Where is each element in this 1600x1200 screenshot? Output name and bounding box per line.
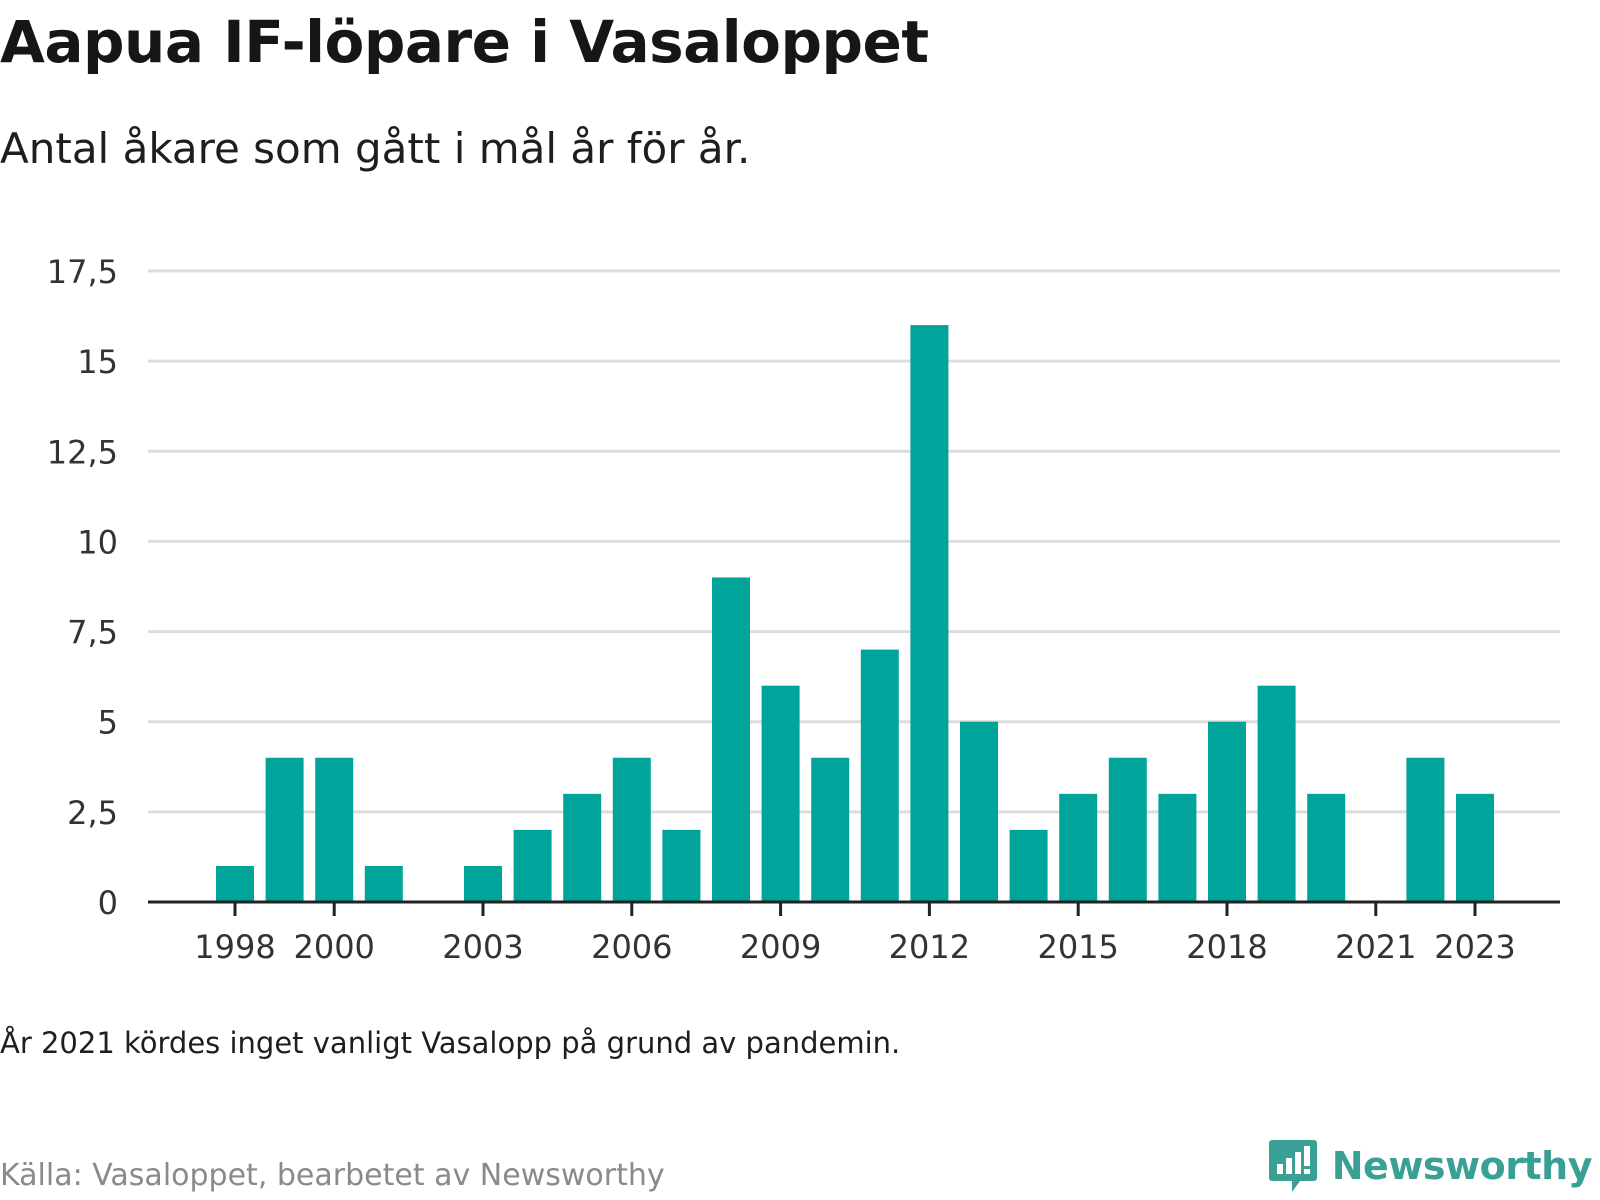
y-tick-label: 2,5 bbox=[67, 794, 118, 832]
bar-2005 bbox=[563, 793, 602, 902]
y-tick-label: 5 bbox=[98, 704, 118, 742]
bar-2016 bbox=[1108, 757, 1147, 902]
bar-2006 bbox=[612, 757, 651, 902]
x-axis-labels: 1998 2000 2003 2006 2009 2012 2015 2018 2021 2023 bbox=[194, 928, 1515, 966]
bar-2012 bbox=[910, 325, 949, 903]
bar-2000 bbox=[315, 757, 354, 902]
y-tick-label: 0 bbox=[98, 884, 118, 922]
bar-2011 bbox=[860, 649, 899, 902]
x-tick-label: 2006 bbox=[591, 928, 672, 966]
x-tick-label: 2015 bbox=[1037, 928, 1118, 966]
bar-2001 bbox=[364, 865, 403, 902]
bars bbox=[216, 325, 1494, 903]
bar-2003 bbox=[464, 865, 502, 902]
y-tick-label: 7,5 bbox=[67, 614, 118, 652]
x-tick-label: 2021 bbox=[1335, 928, 1416, 966]
source-credit: Källa: Vasaloppet, bearbetet av Newswort… bbox=[0, 1158, 665, 1193]
bar-2007 bbox=[662, 829, 701, 902]
y-axis-labels: 0 2,5 5 7,5 10 12,5 15 17,5 bbox=[47, 253, 118, 922]
x-tick-label: 1998 bbox=[194, 928, 275, 966]
bar-2015 bbox=[1059, 793, 1098, 902]
bar-1998 bbox=[216, 865, 254, 902]
x-tick-label: 2023 bbox=[1434, 928, 1515, 966]
chart-subtitle: Antal åkare som gått i mål år för år. bbox=[0, 124, 751, 173]
x-tick-label: 2009 bbox=[740, 928, 821, 966]
bar-2017 bbox=[1158, 793, 1197, 902]
x-axis bbox=[148, 900, 1560, 916]
y-tick-label: 12,5 bbox=[47, 433, 118, 471]
y-tick-label: 15 bbox=[77, 343, 118, 381]
y-tick-label: 17,5 bbox=[47, 253, 118, 291]
bar-2022 bbox=[1406, 757, 1445, 902]
bar-chart-speech-bubble-icon bbox=[1268, 1140, 1317, 1192]
x-tick-label: 2003 bbox=[442, 928, 523, 966]
grid-lines bbox=[148, 269, 1560, 814]
chart-title: Aapua IF-löpare i Vasaloppet bbox=[0, 8, 929, 76]
bar-2014 bbox=[1009, 829, 1048, 902]
bar-2023 bbox=[1456, 793, 1494, 902]
footnote: År 2021 kördes inget vanligt Vasalopp på… bbox=[0, 1026, 901, 1060]
bar-1999 bbox=[265, 757, 304, 902]
y-tick-label: 10 bbox=[77, 523, 118, 561]
x-tick-label: 2018 bbox=[1186, 928, 1267, 966]
x-tick-label: 2012 bbox=[889, 928, 970, 966]
x-tick-label: 2000 bbox=[293, 928, 374, 966]
brand-name: Newsworthy bbox=[1331, 1144, 1593, 1188]
bar-2020 bbox=[1307, 793, 1346, 902]
bar-2019 bbox=[1257, 685, 1296, 902]
bar-2008 bbox=[712, 577, 750, 902]
bar-2013 bbox=[960, 721, 998, 902]
bar-2018 bbox=[1208, 721, 1246, 902]
bar-2010 bbox=[811, 757, 850, 902]
bar-2009 bbox=[761, 685, 800, 902]
bar-2004 bbox=[513, 829, 552, 902]
brand-logo: Newsworthy bbox=[1268, 1138, 1593, 1194]
